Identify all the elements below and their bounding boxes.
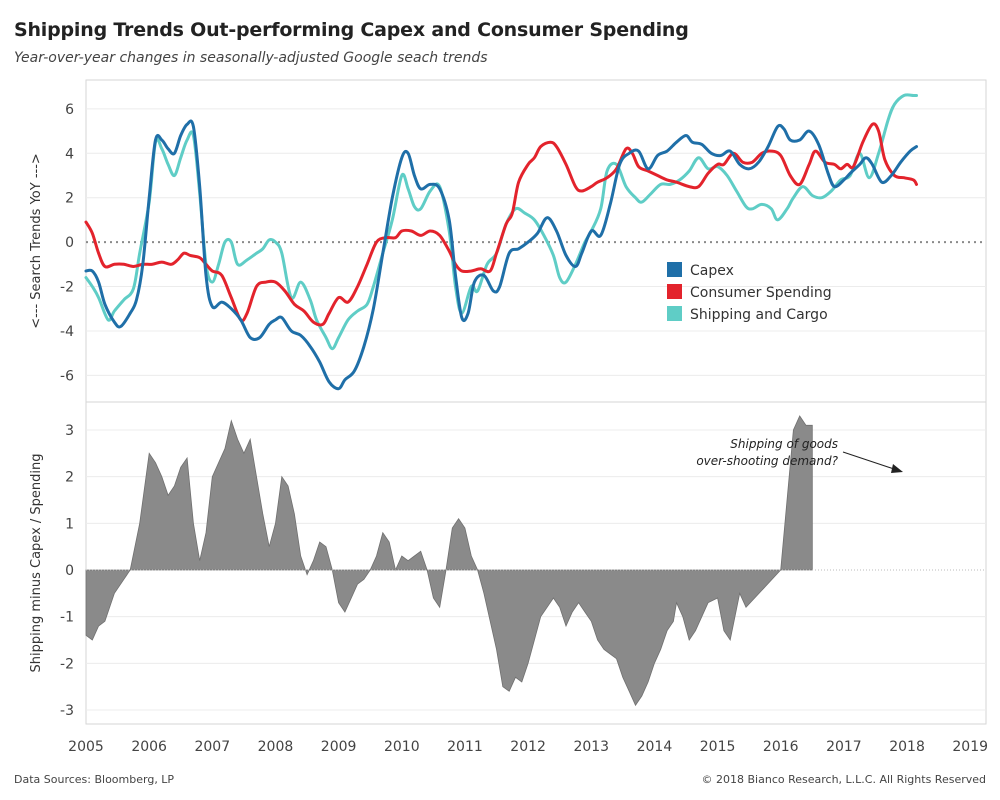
panel-frame-top (85, 79, 987, 403)
y-tick-label-top: -4 (60, 324, 74, 340)
x-tick-label: 2017 (826, 739, 862, 755)
annotation-text: Shipping of goods (730, 437, 838, 451)
y-tick-label-bottom: 0 (65, 563, 74, 579)
data-source: Data Sources: Bloomberg, LP (14, 773, 175, 786)
copyright: © 2018 Bianco Research, L.L.C. All Right… (701, 773, 986, 786)
y-tick-label-bottom: -2 (60, 656, 74, 672)
x-tick-label: 2011 (447, 739, 483, 755)
x-tick-label: 2007 (194, 739, 230, 755)
y-tick-label-bottom: -1 (60, 610, 74, 626)
legend-label: Capex (690, 263, 734, 279)
line-series-consumer-spending (84, 122, 918, 327)
y-tick-label-bottom: -3 (60, 703, 74, 719)
x-tick-label: 2014 (637, 739, 673, 755)
panel-frame-bottom (85, 401, 987, 725)
legend-label: Shipping and Cargo (690, 307, 828, 323)
chart-subtitle: Year-over-year changes in seasonally-adj… (14, 50, 488, 66)
x-tick-label: 2013 (573, 739, 609, 755)
chart-title: Shipping Trends Out-performing Capex and… (14, 19, 689, 41)
y-tick-label-top: -2 (60, 280, 74, 296)
legend-swatch (667, 284, 682, 299)
y-tick-label-top: 0 (65, 235, 74, 251)
legend-swatch (667, 262, 682, 277)
line-series-capex (84, 119, 918, 391)
y-tick-label-top: -6 (60, 368, 74, 384)
x-tick-label: 2018 (889, 739, 925, 755)
x-tick-label: 2019 (952, 739, 988, 755)
y-tick-label-top: 4 (65, 146, 74, 162)
x-tick-label: 2006 (131, 739, 167, 755)
legend-swatch (667, 306, 682, 321)
area-series-shipping-minus (85, 415, 813, 707)
legend-label: Consumer Spending (690, 285, 832, 301)
x-tick-label: 2005 (68, 739, 104, 755)
y-tick-label-bottom: 3 (65, 423, 74, 439)
x-tick-label: 2008 (258, 739, 294, 755)
x-tick-label: 2016 (763, 739, 799, 755)
annotation-text: over-shooting demand? (696, 454, 838, 468)
y-axis-label-bottom: Shipping minus Capex / Spending (29, 453, 44, 672)
annotation-arrow-line (842, 451, 898, 471)
y-tick-label-bottom: 1 (65, 516, 74, 532)
x-tick-label: 2015 (700, 739, 736, 755)
x-tick-label: 2010 (384, 739, 420, 755)
y-tick-label-top: 6 (65, 102, 74, 118)
annotation-arrowhead (891, 464, 903, 473)
y-tick-label-bottom: 2 (65, 470, 74, 486)
x-tick-label: 2009 (321, 739, 357, 755)
x-tick-label: 2012 (510, 739, 546, 755)
y-tick-label-top: 2 (65, 191, 74, 207)
y-axis-label-top: <--- Search Trends YoY ---> (29, 153, 44, 329)
